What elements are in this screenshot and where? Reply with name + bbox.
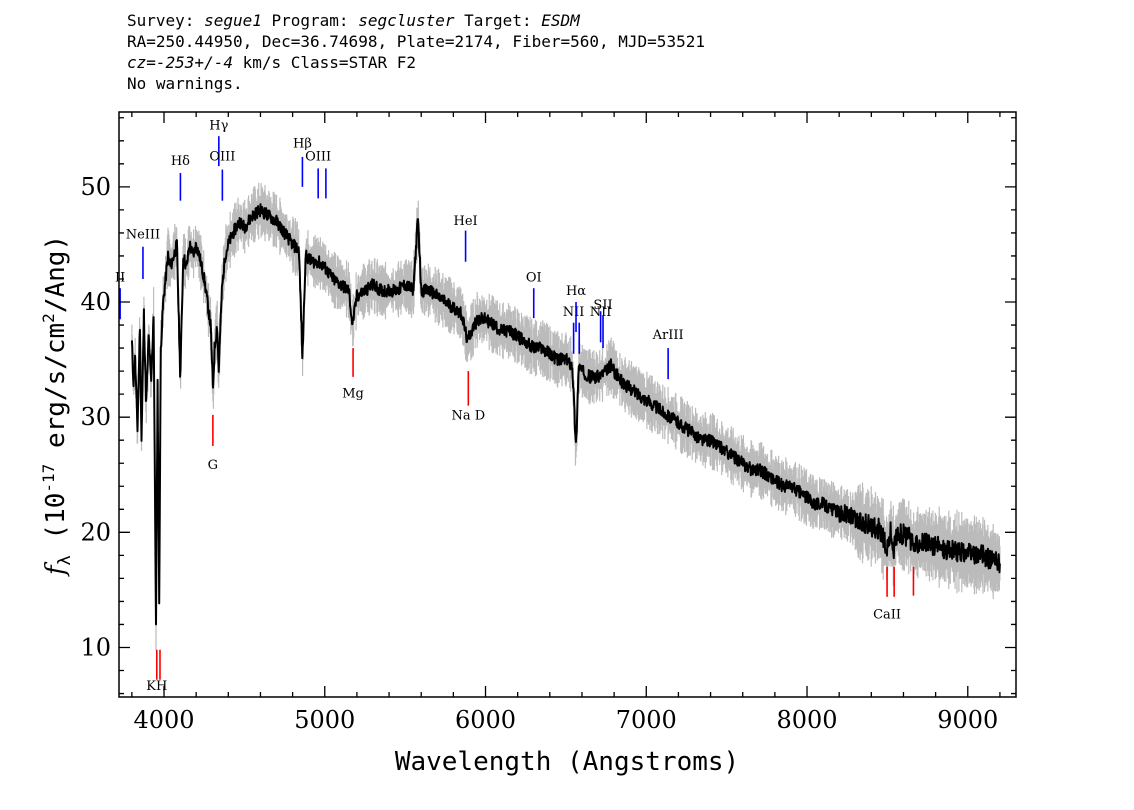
header-fragment: km/s Class=STAR F2 [232, 53, 416, 72]
plot-frame [118, 111, 1017, 698]
y-tick-label: 30 [80, 403, 111, 431]
axis-tick-labels: 4000 5000 6000 7000 8000 9000 10 20 30 40 50 [80, 173, 998, 734]
x-axis-title: Wavelength (Angstroms) [395, 747, 739, 777]
header-line-warnings: No warnings. [127, 73, 705, 94]
x-tick-label: 9000 [937, 706, 998, 734]
header-fragment: cz=-253+/-4 [127, 53, 233, 72]
header-fragment: segue1 [204, 11, 262, 30]
spectral-line-label: NII [590, 305, 612, 320]
spectral-line-label: HeI [453, 214, 477, 229]
spectral-line-label: Hβ [293, 137, 312, 152]
spectral-line-label: KH [146, 679, 167, 694]
header-fragment: Target: [454, 11, 542, 30]
spectral-line-label: G [208, 458, 218, 473]
spectrum-header: Survey: segue1 Program: segcluster Targe… [127, 10, 705, 94]
header-line-coordinates: RA=250.44950, Dec=36.74698, Plate=2174, … [127, 31, 705, 52]
x-tick-label: 4000 [133, 706, 194, 734]
header-fragment: segcluster [358, 11, 455, 30]
x-tick-label: 7000 [616, 706, 677, 734]
spectral-line-label: NII [563, 305, 585, 320]
y-tick-label: 20 [80, 518, 111, 546]
spectral-line-label: II [115, 270, 125, 285]
header-fragment: RA=250.44950, Dec=36.74698, Plate=2174, … [127, 32, 705, 51]
header-fragment: Program: [261, 11, 359, 30]
spectral-line-label: OIII [209, 149, 235, 164]
ylabel-exponent: -17 [39, 464, 58, 493]
y-tick-label: 50 [80, 173, 111, 201]
ylabel-part: /Ang) [41, 235, 71, 313]
spectral-line-label: OIII [305, 149, 331, 164]
axis-ticks [119, 112, 1016, 697]
header-fragment: ESDM [541, 11, 580, 30]
spectral-line-label: Hα [566, 284, 586, 299]
tick-marks [119, 112, 1016, 697]
ylabel-subscript: λ [55, 555, 75, 565]
header-line-survey: Survey: segue1 Program: segcluster Targe… [127, 10, 705, 31]
flux-series [130, 203, 1001, 626]
spectral-line-label: SII [593, 298, 612, 313]
y-axis-title: fλ (10-17 erg/s/cm2/Ang) [39, 235, 75, 577]
header-fragment: Survey: [127, 11, 205, 30]
flux-error-envelope [131, 182, 1001, 651]
x-tick-label: 5000 [294, 706, 355, 734]
header-line-redshift: cz=-253+/-4 km/s Class=STAR F2 [127, 52, 705, 73]
flux-error-band [131, 182, 1001, 651]
spectral-line-label: CaII [873, 608, 901, 623]
spectral-line-label: NeIII [126, 228, 160, 243]
header-fragment: No warnings. [127, 74, 243, 93]
spectral-line-label: OI [526, 270, 542, 285]
spectral-line-label: Hγ [209, 118, 228, 133]
flux-line [130, 203, 1001, 626]
spectral-line-label: Hδ [171, 154, 190, 169]
spectral-line-label: Mg [342, 387, 364, 402]
y-tick-label: 40 [80, 288, 111, 316]
x-tick-label: 6000 [455, 706, 516, 734]
x-tick-label: 8000 [776, 706, 837, 734]
ylabel-part: (10 [41, 493, 71, 556]
ylabel-part: erg/s/cm [41, 323, 71, 464]
spectral-line-label: Na D [451, 408, 485, 423]
ylabel-exponent: 2 [39, 313, 58, 323]
y-tick-label: 10 [80, 633, 111, 661]
spectral-line-label: ArIII [652, 328, 684, 343]
